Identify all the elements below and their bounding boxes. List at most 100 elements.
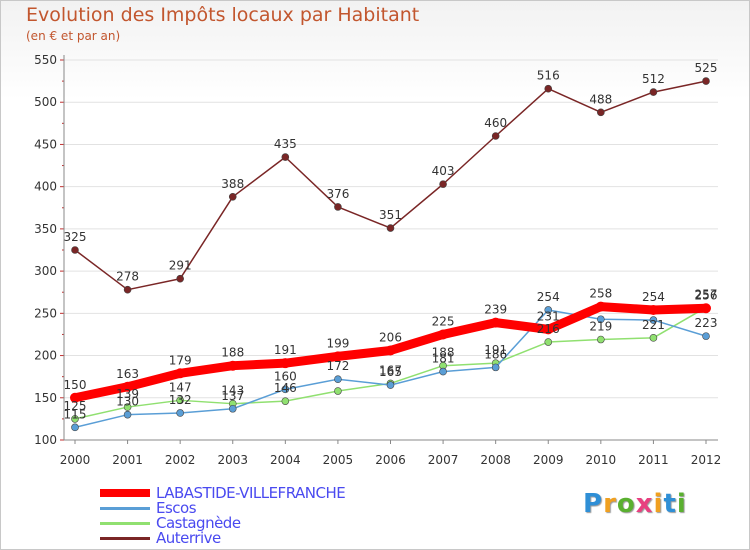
data-label: 186 [484,347,507,361]
data-point [490,317,501,328]
data-label: 254 [642,290,665,304]
logo-letter: t [663,489,677,519]
data-point [597,335,605,344]
data-label: 239 [484,303,507,317]
data-label: 130 [116,395,139,409]
data-label: 376 [326,187,349,201]
data-label: 206 [379,330,402,344]
data-label: 199 [326,336,349,350]
logo-letter: r [603,489,617,519]
data-label: 132 [169,393,192,407]
proxiti-logo: Proxiti [583,489,687,519]
data-point [702,332,710,340]
x-tick-label: 2006 [375,453,406,467]
legend-label-escos: Escos [156,499,197,517]
data-label: 163 [116,367,139,381]
data-label: 191 [484,343,507,357]
data-point [332,351,343,362]
data-label: 125 [64,399,87,413]
data-point [648,304,659,315]
data-label: 160 [274,369,297,383]
logo-letter: P [583,489,604,519]
data-label: 254 [537,290,560,304]
y-tick-label: 100 [34,433,57,447]
data-point [544,84,553,93]
data-point [701,303,711,314]
data-label: 216 [537,322,560,336]
data-point [176,274,184,283]
data-label: 516 [537,69,560,83]
logo-letter: x [635,489,654,519]
data-label: 150 [64,378,87,392]
data-point [71,246,79,254]
data-label: 219 [589,320,612,334]
data-label: 223 [695,316,718,330]
data-point [491,363,500,372]
y-tick-label: 450 [34,137,57,151]
data-label: 167 [379,363,402,377]
data-label: 179 [169,353,192,367]
data-label: 165 [379,365,402,379]
y-tick-label: 300 [34,264,57,278]
y-tick-label: 400 [34,180,57,194]
legend-swatch-labastide [100,489,150,497]
chart-title: Evolution des Impôts locaux par Habitant [26,4,420,26]
data-label: 221 [642,318,665,332]
data-point [386,224,395,232]
data-point [386,381,395,389]
data-label: 291 [169,259,192,273]
data-label: 147 [169,380,192,394]
data-label: 257 [695,287,718,301]
data-point [334,387,342,395]
legend-label-labastide: LABASTIDE-VILLEFRANCHE [156,484,346,502]
data-point [123,410,132,419]
data-point [439,180,447,188]
x-tick-label: 2000 [60,453,91,467]
data-point [227,360,238,371]
data-point [71,423,79,432]
legend-swatch-auterrive [100,537,150,540]
data-label: 188 [221,346,244,360]
data-point [281,397,290,405]
data-point [228,193,237,201]
x-tick-label: 2012 [691,453,722,467]
data-label: 460 [484,116,507,130]
data-label: 351 [379,208,402,222]
data-point [122,381,133,392]
legend-swatch-castagnede [100,522,150,525]
data-label: 525 [695,61,718,75]
x-tick-label: 2003 [217,453,248,467]
data-point [385,345,396,356]
data-label: 225 [432,314,455,328]
data-label: 512 [642,72,665,86]
x-tick-label: 2008 [480,453,511,467]
data-label: 146 [274,381,297,395]
data-point [597,108,605,117]
data-point [702,77,710,85]
data-label: 278 [116,270,139,284]
x-tick-label: 2002 [165,453,196,467]
data-point [228,404,237,413]
chart-subtitle: (en € et par an) [26,29,121,43]
data-label: 435 [274,137,297,151]
data-label: 403 [432,164,455,178]
data-point [175,368,186,379]
data-point [71,415,79,423]
legend-label-castagnede: Castagnède [156,514,241,532]
legend-swatch-escos [100,507,150,510]
data-point [439,367,447,376]
data-point [438,329,449,340]
data-point [281,385,290,394]
x-tick-label: 2011 [638,453,669,467]
data-label: 191 [274,343,297,357]
data-point [597,315,605,324]
data-point [176,396,184,405]
data-label: 388 [221,177,244,191]
data-label: 325 [64,230,87,244]
data-label: 188 [432,346,455,360]
data-point [123,285,132,294]
data-point [123,403,132,411]
y-tick-label: 350 [34,222,57,236]
data-point [595,301,606,312]
